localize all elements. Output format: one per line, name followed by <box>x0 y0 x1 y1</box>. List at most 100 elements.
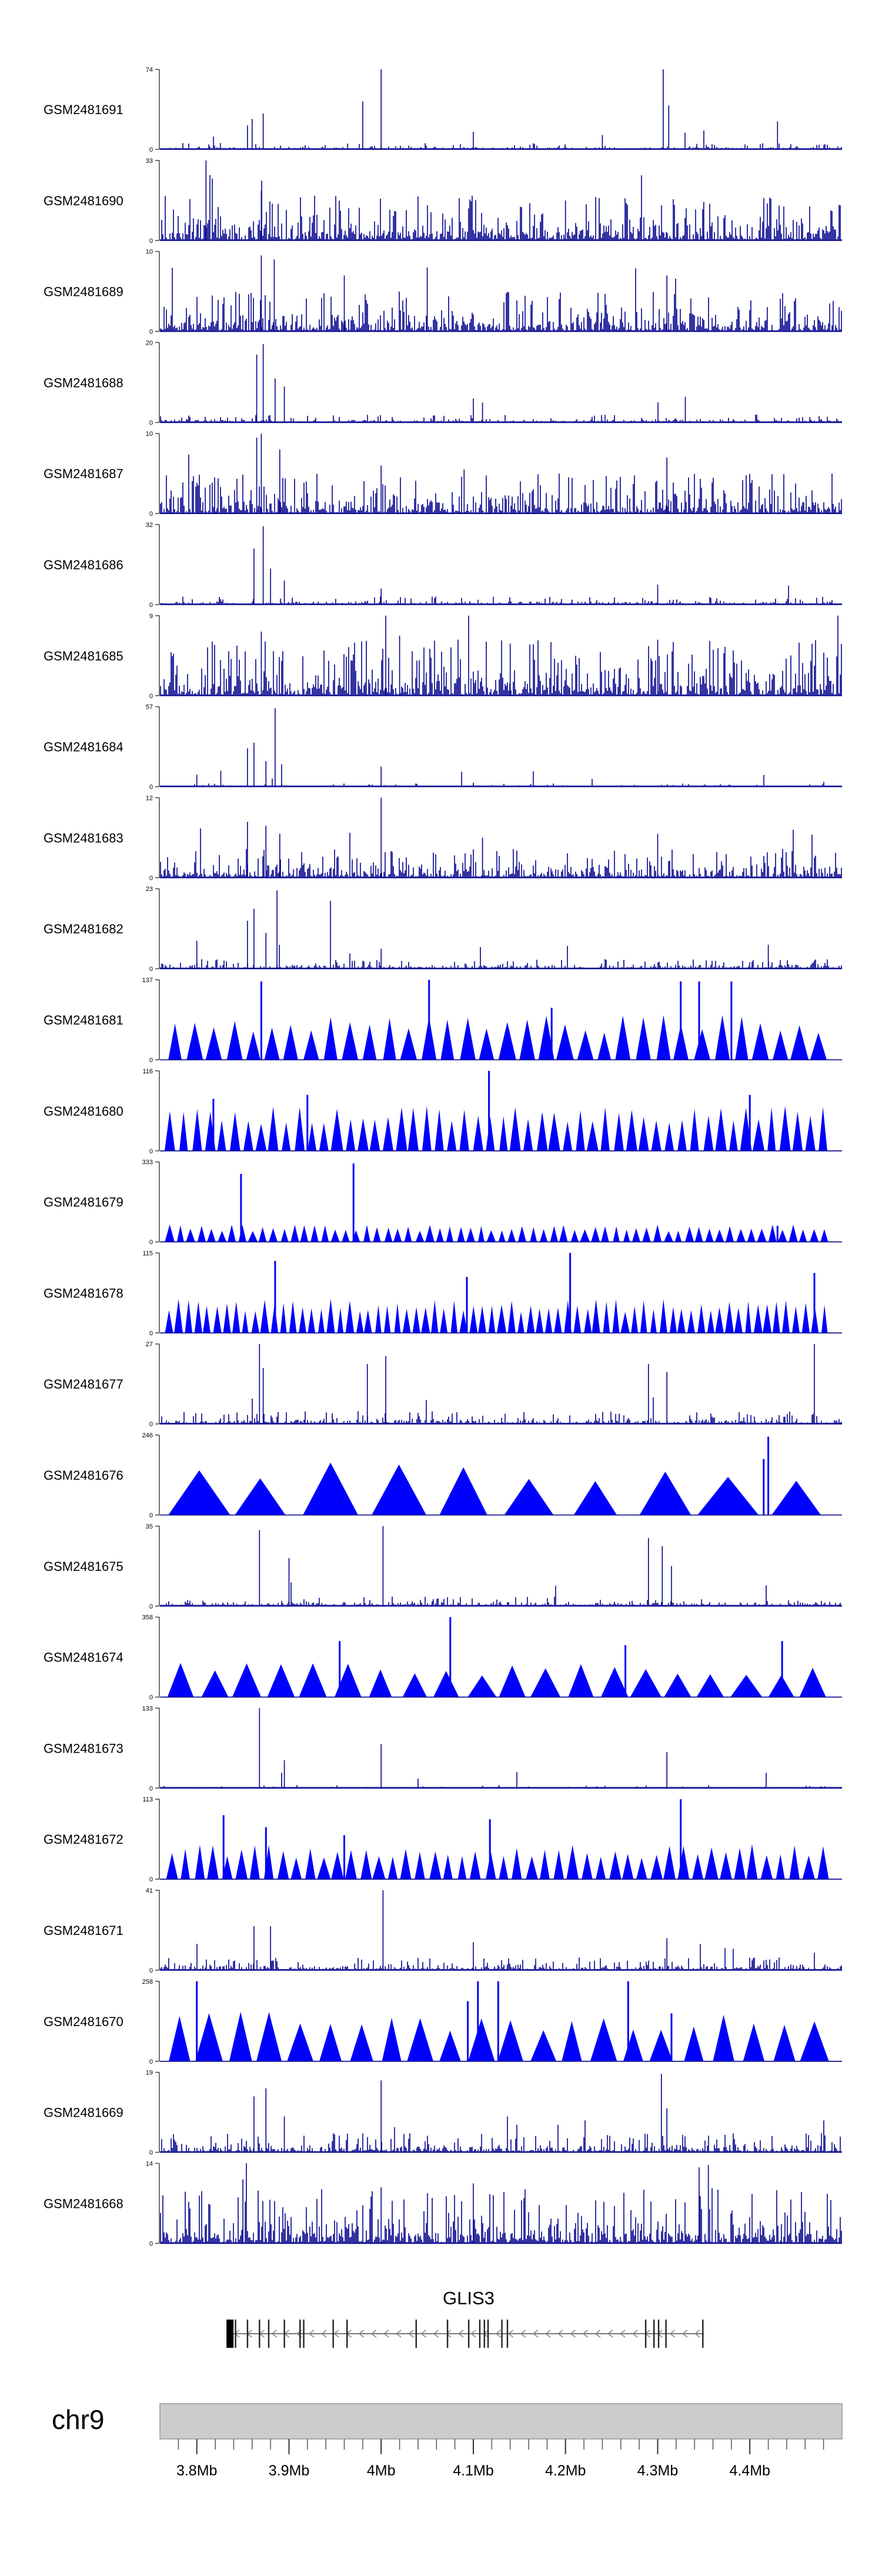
y-axis-min-label: 0 <box>149 1421 153 1428</box>
y-axis-max-label: 137 <box>142 977 153 984</box>
signal-peak <box>653 1224 662 1242</box>
track-label: GSM2481672 <box>44 1832 123 1847</box>
signal-peak <box>720 1852 732 1880</box>
track-label: GSM2481683 <box>44 830 123 845</box>
track-label: GSM2481681 <box>44 1013 123 1027</box>
signal-peak <box>497 2020 523 2061</box>
strand-arrow <box>420 2330 427 2338</box>
signal-peak <box>457 1856 467 1880</box>
signal-peak <box>707 1310 714 1333</box>
signal-peak <box>753 1119 765 1151</box>
signal-peak <box>730 1674 763 1697</box>
signal-peak <box>295 1107 305 1151</box>
signal-peak <box>499 1856 509 1880</box>
track-label: GSM2481675 <box>44 1559 123 1574</box>
signal-peak <box>283 1025 298 1060</box>
gene-exon <box>246 2320 249 2348</box>
signal-peak <box>771 1480 821 1515</box>
signal-peak <box>402 1309 411 1333</box>
track-label: GSM2481677 <box>44 1377 123 1392</box>
signal-peak <box>576 1110 585 1151</box>
signal-peak <box>218 1230 227 1242</box>
strand-arrow <box>594 2330 601 2338</box>
signal-peak <box>243 1120 253 1151</box>
gene-exon <box>446 2320 449 2348</box>
y-axis-min-label: 0 <box>149 1330 153 1337</box>
signal-peak <box>614 1113 624 1151</box>
signal-peak <box>677 1846 690 1880</box>
track-GSM2481673: GSM2481673 133 0 <box>44 1705 842 1792</box>
signal-bars <box>160 1944 842 1970</box>
signal-peak <box>715 1015 730 1060</box>
signal-peak <box>554 1307 562 1333</box>
strand-arrow <box>532 2330 539 2338</box>
signal-peak <box>559 1225 568 1242</box>
strand-arrow <box>507 2330 514 2338</box>
signal-peak <box>620 1312 630 1333</box>
signal-peak <box>425 1225 435 1242</box>
signal-peak <box>746 1844 758 1880</box>
signal-peak <box>477 1226 485 1242</box>
signal-peak <box>447 1120 457 1151</box>
track-label: GSM2481668 <box>44 2196 123 2211</box>
y-axis-max-label: 133 <box>142 1705 153 1712</box>
signal-peak <box>169 2016 191 2061</box>
signal-peak <box>238 1224 246 1242</box>
signal-peak <box>753 1304 763 1333</box>
signal-peak <box>342 1230 350 1242</box>
strand-arrow <box>483 2330 489 2338</box>
signal-peak <box>563 1122 573 1151</box>
signal-peak <box>703 1115 714 1151</box>
gene-exon <box>346 2320 348 2348</box>
track-GSM2481671: GSM2481671 41 0 <box>44 1887 842 1974</box>
gene-exon <box>467 2320 470 2348</box>
signal-peak <box>360 1850 372 1880</box>
signal-peak <box>690 1109 699 1151</box>
signal-peak <box>260 1300 269 1333</box>
signal-peak <box>548 1112 560 1151</box>
signal-peak <box>790 1025 809 1060</box>
signal-peak <box>650 1855 663 1880</box>
signal-peak <box>767 1107 776 1151</box>
signal-peak <box>540 1229 548 1242</box>
y-axis-min-label: 0 <box>149 1603 153 1610</box>
signal-peak <box>310 1225 319 1242</box>
signal-peak <box>601 1226 609 1242</box>
signal-peak <box>600 1667 629 1697</box>
signal-peak <box>526 1856 538 1880</box>
signal-peak <box>818 1107 827 1151</box>
data-tracks: GSM2481691740GSM2481690330GSM2481689100G… <box>44 66 842 2247</box>
gene-exon <box>268 2320 270 2348</box>
signal-peak <box>773 1030 789 1060</box>
signal-peak <box>650 1309 657 1333</box>
signal-peak <box>435 1109 444 1151</box>
y-axis-min-label: 0 <box>149 2150 153 2157</box>
x-tick-label: 3.8Mb <box>176 2462 217 2479</box>
signal-bars <box>160 828 842 878</box>
signal-peak <box>358 1118 369 1151</box>
signal-peak <box>626 1110 637 1151</box>
signal-peak <box>664 1231 673 1242</box>
signal-peak <box>486 1116 495 1151</box>
gene-exon <box>235 2320 236 2348</box>
signal-peak <box>773 1302 780 1333</box>
signal-peak <box>440 1019 455 1060</box>
track-GSM2481683: GSM2481683 12 0 <box>44 795 842 882</box>
strand-arrow <box>570 2330 576 2338</box>
signal-peak <box>342 1022 359 1060</box>
signal-peak <box>400 1848 412 1880</box>
strand-arrow <box>233 2330 240 2338</box>
signal-peak <box>597 1032 612 1060</box>
signal-peak <box>656 1015 671 1060</box>
signal-peak <box>443 1854 453 1880</box>
y-axis-max-label: 41 <box>146 1887 153 1894</box>
signal-peak <box>372 1464 426 1515</box>
y-axis-min-label: 0 <box>149 1512 153 1519</box>
gene-exon <box>479 2320 481 2348</box>
y-axis-max-label: 9 <box>149 613 153 620</box>
signal-peak <box>246 1031 260 1060</box>
track-GSM2481688: GSM2481688 20 0 <box>44 339 842 426</box>
signal-peak <box>431 1300 439 1333</box>
signal-peak <box>195 1845 205 1880</box>
signal-bars <box>160 130 842 149</box>
